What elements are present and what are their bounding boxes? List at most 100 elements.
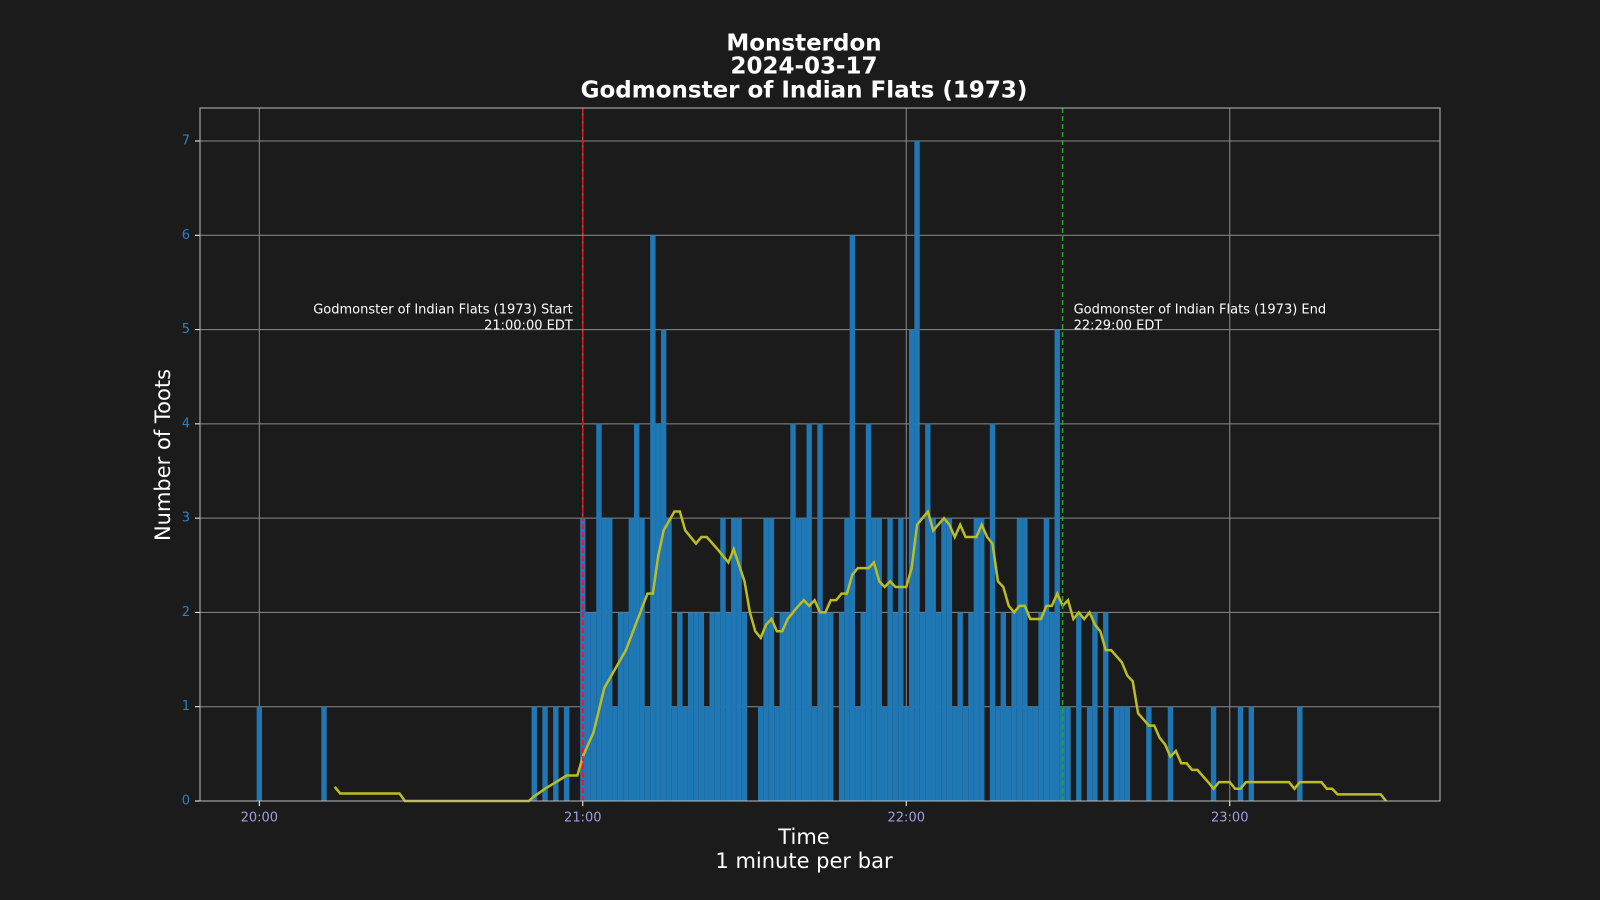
y-tick-label: 1 xyxy=(182,699,190,714)
y-tick-label: 5 xyxy=(182,322,190,337)
bar xyxy=(580,518,586,801)
bar xyxy=(1076,612,1082,801)
bar xyxy=(855,706,861,801)
bar xyxy=(784,612,791,801)
bar xyxy=(941,518,947,801)
bar xyxy=(860,612,866,801)
bar xyxy=(779,612,785,801)
y-tick-label: 2 xyxy=(182,605,190,620)
bar xyxy=(1032,706,1039,801)
bar xyxy=(828,612,834,801)
bar xyxy=(774,706,780,801)
bar xyxy=(914,141,920,801)
annotation-text: 21:00:00 EDT xyxy=(484,319,573,334)
bar xyxy=(585,612,591,801)
chart-title: 2024-03-17 xyxy=(730,54,877,80)
bar xyxy=(1038,612,1044,801)
bar xyxy=(660,329,667,801)
bar xyxy=(887,518,893,801)
bar xyxy=(687,612,694,801)
bar xyxy=(725,612,732,801)
bar xyxy=(639,518,645,801)
bar xyxy=(1113,706,1120,801)
chart-title: Monsterdon xyxy=(726,31,881,57)
bar xyxy=(1054,329,1060,801)
bar xyxy=(720,518,726,801)
bar xyxy=(601,518,608,801)
bar xyxy=(607,518,613,801)
bar xyxy=(989,423,996,801)
bar xyxy=(612,706,618,801)
plot-frame xyxy=(199,107,1441,802)
bar xyxy=(935,612,942,801)
bar xyxy=(1297,706,1303,801)
bar xyxy=(542,706,548,801)
bar xyxy=(704,706,710,801)
bar xyxy=(892,612,899,801)
bar xyxy=(952,706,958,801)
bar xyxy=(693,612,699,801)
bar xyxy=(865,423,872,801)
bar xyxy=(919,612,926,801)
bar xyxy=(898,518,904,801)
bar xyxy=(968,612,974,801)
bar xyxy=(634,423,640,801)
annotation-text: Godmonster of Indian Flats (1973) Start xyxy=(313,303,573,318)
bar xyxy=(882,706,888,801)
bar xyxy=(1237,706,1244,801)
bar xyxy=(876,518,882,801)
bar xyxy=(1006,706,1012,801)
bar xyxy=(709,612,715,801)
bar xyxy=(1059,706,1066,801)
bar xyxy=(758,706,764,801)
x-tick-label: 22:00 xyxy=(888,811,925,826)
bar xyxy=(553,706,559,801)
x-tick-label: 21:00 xyxy=(564,811,601,826)
y-tick-label: 7 xyxy=(182,134,190,149)
bar xyxy=(1027,706,1033,801)
bar xyxy=(806,423,812,801)
bar xyxy=(1119,706,1125,801)
bar xyxy=(1043,518,1050,801)
bar xyxy=(930,518,936,801)
bar xyxy=(644,706,651,801)
bar xyxy=(903,706,909,801)
bar xyxy=(531,706,537,801)
bar xyxy=(1049,612,1055,801)
x-tick-label: 20:00 xyxy=(241,811,278,826)
bar xyxy=(714,612,721,801)
bar xyxy=(925,423,931,801)
bar xyxy=(801,518,807,801)
bar xyxy=(1011,612,1017,801)
bar xyxy=(973,518,980,801)
y-axis-label: Number of Toots xyxy=(151,369,175,541)
y-tick-label: 6 xyxy=(182,228,190,243)
bar xyxy=(617,612,624,801)
bar xyxy=(1065,706,1071,801)
bar xyxy=(731,518,737,801)
bar xyxy=(795,518,802,801)
bar xyxy=(1092,612,1098,801)
bar xyxy=(677,612,683,801)
bar xyxy=(321,706,327,801)
bar xyxy=(1146,706,1152,801)
bar xyxy=(650,235,656,802)
bar xyxy=(698,612,705,801)
bar xyxy=(590,612,597,801)
bar xyxy=(763,518,769,801)
x-axis-label: Time xyxy=(777,825,829,849)
y-tick-label: 4 xyxy=(182,416,190,431)
bar xyxy=(623,612,629,801)
chart-title: Godmonster of Indian Flats (1973) xyxy=(581,78,1028,104)
bar xyxy=(596,423,602,801)
y-tick-label: 3 xyxy=(182,511,190,526)
bar xyxy=(256,706,262,801)
bar xyxy=(666,518,672,801)
bar xyxy=(957,612,963,801)
bar xyxy=(822,612,829,801)
bar xyxy=(979,518,985,801)
bar xyxy=(671,706,678,801)
y-tick-label: 0 xyxy=(182,794,190,809)
bar xyxy=(768,518,775,801)
